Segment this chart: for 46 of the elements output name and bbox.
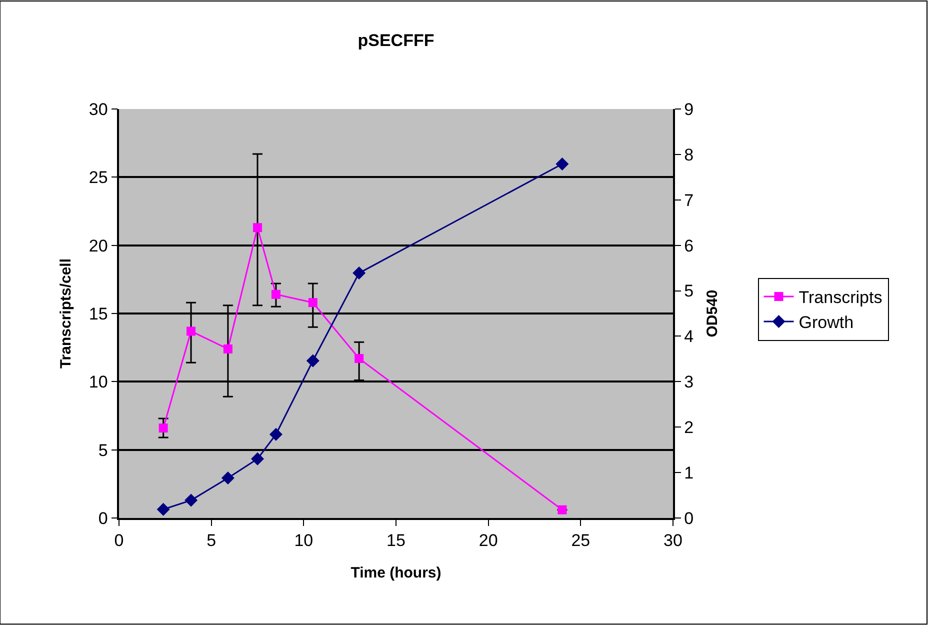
point xyxy=(308,298,318,308)
y2-tick-label: 5 xyxy=(684,282,694,301)
x-tick-label: 15 xyxy=(386,531,406,550)
x-tick-label: 20 xyxy=(478,531,498,550)
point xyxy=(223,344,232,354)
point xyxy=(271,290,280,299)
point xyxy=(354,354,364,363)
y2-tick-label: 2 xyxy=(684,418,694,438)
point xyxy=(156,502,170,516)
legend-label: Growth xyxy=(798,313,854,332)
x-tick-label: 30 xyxy=(664,531,682,550)
point xyxy=(253,223,262,232)
y-tick-label: 5 xyxy=(98,440,108,460)
x-tick-label: 0 xyxy=(114,531,124,550)
point xyxy=(556,157,569,170)
x-axis-title: Time (hours) xyxy=(350,564,442,582)
x-tick-label: 25 xyxy=(571,531,590,550)
y2-tick-label: 8 xyxy=(684,145,694,164)
point xyxy=(184,494,198,507)
y-tick-label: 25 xyxy=(88,168,108,188)
x-tick-label: 5 xyxy=(206,531,216,550)
y-tick-label: 10 xyxy=(88,372,108,392)
point xyxy=(221,472,234,485)
point xyxy=(158,424,168,433)
y-tick-label: 20 xyxy=(88,236,108,256)
y2-tick-label: 3 xyxy=(684,372,694,392)
y2-tick-label: 1 xyxy=(684,464,694,483)
point xyxy=(251,452,264,466)
y2-tick-label: 0 xyxy=(684,508,694,528)
point xyxy=(186,326,196,336)
x-tick-label: 10 xyxy=(294,531,314,550)
point xyxy=(269,428,282,441)
y2-tick-label: 4 xyxy=(684,327,694,346)
point xyxy=(352,266,366,280)
legend-label: Transcripts xyxy=(798,288,882,308)
y-tick-label: 0 xyxy=(98,508,108,528)
y-axis-title: Transcripts/cell xyxy=(58,258,75,369)
point xyxy=(558,505,567,514)
point xyxy=(306,354,320,368)
y2-tick-label: 7 xyxy=(684,190,694,210)
y2-axis-title: OD540 xyxy=(704,290,722,338)
y-tick-label: 15 xyxy=(88,304,108,324)
chart-title: pSECFFF xyxy=(358,30,434,50)
y2-tick-label: 9 xyxy=(684,100,694,119)
y2-tick-label: 6 xyxy=(684,236,694,256)
y-tick-label: 30 xyxy=(88,100,108,119)
